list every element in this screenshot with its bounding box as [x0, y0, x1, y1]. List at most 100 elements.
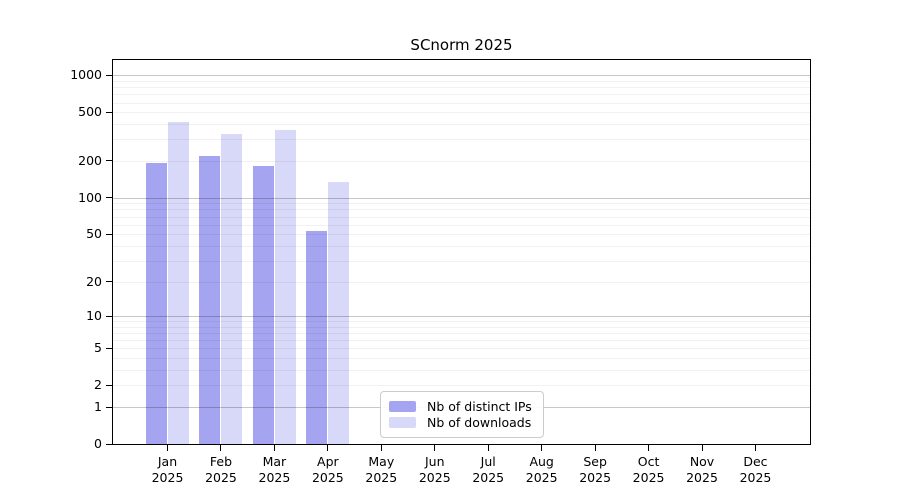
minor-gridline: [113, 87, 810, 88]
minor-gridline: [113, 370, 810, 371]
legend-item-downloads: Nb of downloads: [389, 415, 535, 430]
bar-downloads-apr: [328, 181, 350, 444]
x-tick-year: 2025: [311, 470, 344, 485]
minor-gridline: [113, 209, 810, 210]
x-tick-label: Sep 2025: [563, 454, 627, 486]
minor-gridline: [113, 203, 810, 204]
x-tick: [594, 445, 596, 451]
y-tick: [106, 406, 112, 408]
bar-distinct-ips-mar: [252, 165, 274, 444]
x-tick-month: Jan: [157, 454, 178, 469]
y-tick: [106, 197, 112, 199]
x-tick-label: Aug 2025: [510, 454, 574, 486]
x-tick-year: 2025: [632, 470, 665, 485]
major-gridline: [113, 316, 810, 317]
x-tick-label: Jan 2025: [136, 454, 200, 486]
minor-gridline: [113, 103, 810, 104]
x-tick-month: May: [368, 454, 395, 469]
legend-swatch-downloads: [389, 417, 416, 429]
x-tick: [648, 445, 650, 451]
minor-gridline: [113, 340, 810, 341]
legend-label-distinct-ips: Nb of distinct IPs: [427, 398, 532, 414]
x-tick-month: Mar: [262, 454, 287, 469]
y-tick-label: 1: [94, 399, 102, 414]
minor-gridline: [113, 225, 810, 226]
plot-area: 0 1 2 5 10 20 50 100 200 500 1000 Jan 2025 Feb 2025 Mar…: [70, 59, 811, 485]
y-tick: [106, 443, 112, 445]
y-tick-label: 100: [78, 189, 102, 205]
y-tick: [106, 74, 112, 76]
x-tick-month: Feb: [209, 454, 233, 469]
y-tick-label: 1000: [70, 67, 102, 83]
major-gridline: [113, 75, 810, 76]
bar-downloads-jan: [168, 122, 190, 444]
minor-gridline: [113, 112, 810, 113]
minor-gridline: [113, 161, 810, 162]
chart-title: SCnorm 2025: [410, 36, 513, 54]
x-tick-year: 2025: [258, 470, 291, 485]
x-tick: [380, 445, 382, 451]
x-tick-month: Dec: [743, 454, 768, 469]
axis-ticks-layer: 0 1 2 5 10 20 50 100 200 500 1000 Jan 2025 Feb 2025 Mar…: [70, 60, 810, 485]
x-tick-label: Apr 2025: [296, 454, 360, 486]
major-gridline: [113, 198, 810, 199]
bar-distinct-ips-apr: [306, 231, 328, 444]
x-tick: [701, 445, 703, 451]
minor-gridline: [113, 246, 810, 247]
bars-layer: [113, 60, 810, 444]
y-tick-label: 5: [94, 340, 102, 356]
x-tick-label: Nov 2025: [670, 454, 734, 486]
x-tick-label: Oct 2025: [617, 454, 681, 486]
y-tick: [106, 111, 112, 113]
legend: Nb of distinct IPs Nb of downloads: [380, 391, 544, 438]
x-tick-label: Dec 2025: [723, 454, 787, 486]
y-tick-label: 50: [86, 226, 102, 242]
bar-downloads-feb: [221, 134, 243, 444]
x-tick: [434, 445, 436, 451]
x-tick: [273, 445, 275, 451]
y-tick: [106, 233, 112, 235]
x-tick: [220, 445, 222, 451]
x-tick-label: Jun 2025: [403, 454, 467, 486]
legend-item-distinct-ips: Nb of distinct IPs: [389, 399, 535, 414]
bar-downloads-mar: [274, 130, 296, 444]
minor-gridline: [113, 385, 810, 386]
y-tick-label: 500: [78, 104, 102, 120]
minor-gridline: [113, 348, 810, 349]
x-tick-year: 2025: [579, 470, 612, 485]
x-tick: [754, 445, 756, 451]
minor-gridline: [113, 327, 810, 328]
x-tick-year: 2025: [686, 470, 718, 485]
minor-gridline: [113, 333, 810, 334]
x-tick-month: Jun: [425, 454, 445, 469]
legend-label-downloads: Nb of downloads: [427, 415, 532, 431]
minor-gridline: [113, 217, 810, 218]
x-tick-label: May 2025: [349, 454, 413, 486]
minor-gridline: [113, 81, 810, 82]
bar-distinct-ips-jan: [146, 163, 168, 444]
x-tick: [167, 445, 169, 451]
y-tick: [106, 315, 112, 317]
x-tick-year: 2025: [418, 470, 451, 485]
x-tick: [541, 445, 543, 451]
y-tick: [106, 281, 112, 283]
y-tick: [106, 347, 112, 349]
minor-gridline: [113, 282, 810, 283]
y-tick-label: 200: [78, 152, 102, 168]
minor-gridline: [113, 261, 810, 262]
x-tick-label: Jul 2025: [456, 454, 520, 486]
minor-gridline: [113, 234, 810, 235]
y-tick: [106, 160, 112, 162]
y-tick: [106, 384, 112, 386]
legend-swatch-distinct-ips: [389, 400, 416, 412]
x-tick-label: Mar 2025: [242, 454, 306, 486]
y-tick-label: 20: [86, 273, 102, 289]
x-tick-month: Apr: [317, 454, 339, 469]
bar-distinct-ips-feb: [199, 155, 221, 444]
x-tick-label: Feb 2025: [189, 454, 253, 486]
x-tick-month: Aug: [529, 454, 554, 469]
x-tick-month: Sep: [583, 454, 607, 469]
x-tick-year: 2025: [739, 470, 772, 485]
minor-gridline: [113, 139, 810, 140]
